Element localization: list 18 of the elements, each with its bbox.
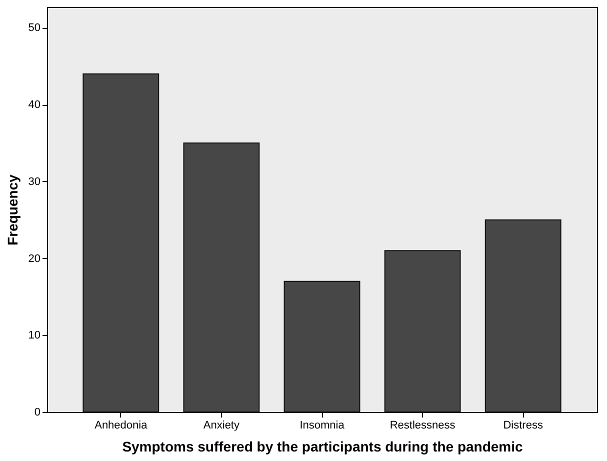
x-tick-label: Anxiety (203, 420, 240, 432)
bar (484, 219, 562, 412)
y-tick-label: 30 (28, 176, 40, 188)
bar (82, 73, 160, 412)
bar (384, 250, 461, 412)
y-tick-label: 10 (28, 330, 40, 342)
bar (183, 142, 260, 412)
x-axis-title: Symptoms suffered by the participants during the pandemic (122, 438, 524, 454)
y-tick-label: 0 (34, 406, 40, 418)
y-tick-label: 40 (28, 99, 40, 112)
y-axis-title: Frequency (4, 174, 20, 246)
x-tick-label: Insomnia (300, 420, 346, 432)
x-tick-label: Distress (503, 420, 544, 432)
y-tick-label: 50 (28, 22, 40, 34)
y-tick-label: 20 (28, 252, 40, 265)
bar (284, 280, 360, 412)
x-tick-label: Restlessness (390, 420, 456, 432)
x-tick-label: Anhedonia (94, 420, 148, 432)
